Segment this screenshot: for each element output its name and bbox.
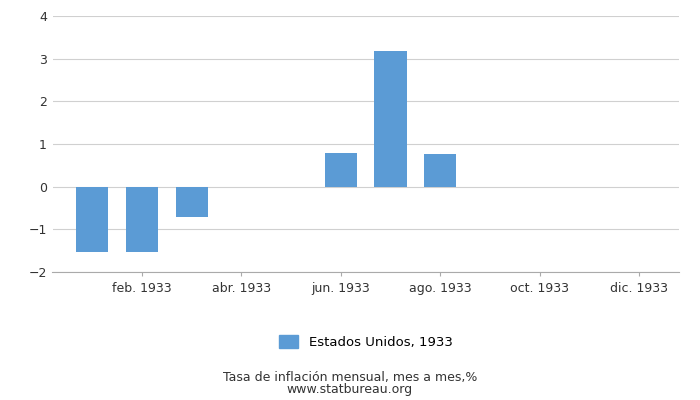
Bar (176, 187, 208, 216)
Text: www.statbureau.org: www.statbureau.org (287, 384, 413, 396)
Bar (325, 152, 357, 187)
Bar (424, 154, 456, 187)
Bar (374, 52, 407, 187)
Text: Tasa de inflación mensual, mes a mes,%: Tasa de inflación mensual, mes a mes,% (223, 372, 477, 384)
Bar (76, 187, 108, 252)
Legend: Estados Unidos, 1933: Estados Unidos, 1933 (279, 335, 453, 349)
Bar (126, 187, 158, 252)
